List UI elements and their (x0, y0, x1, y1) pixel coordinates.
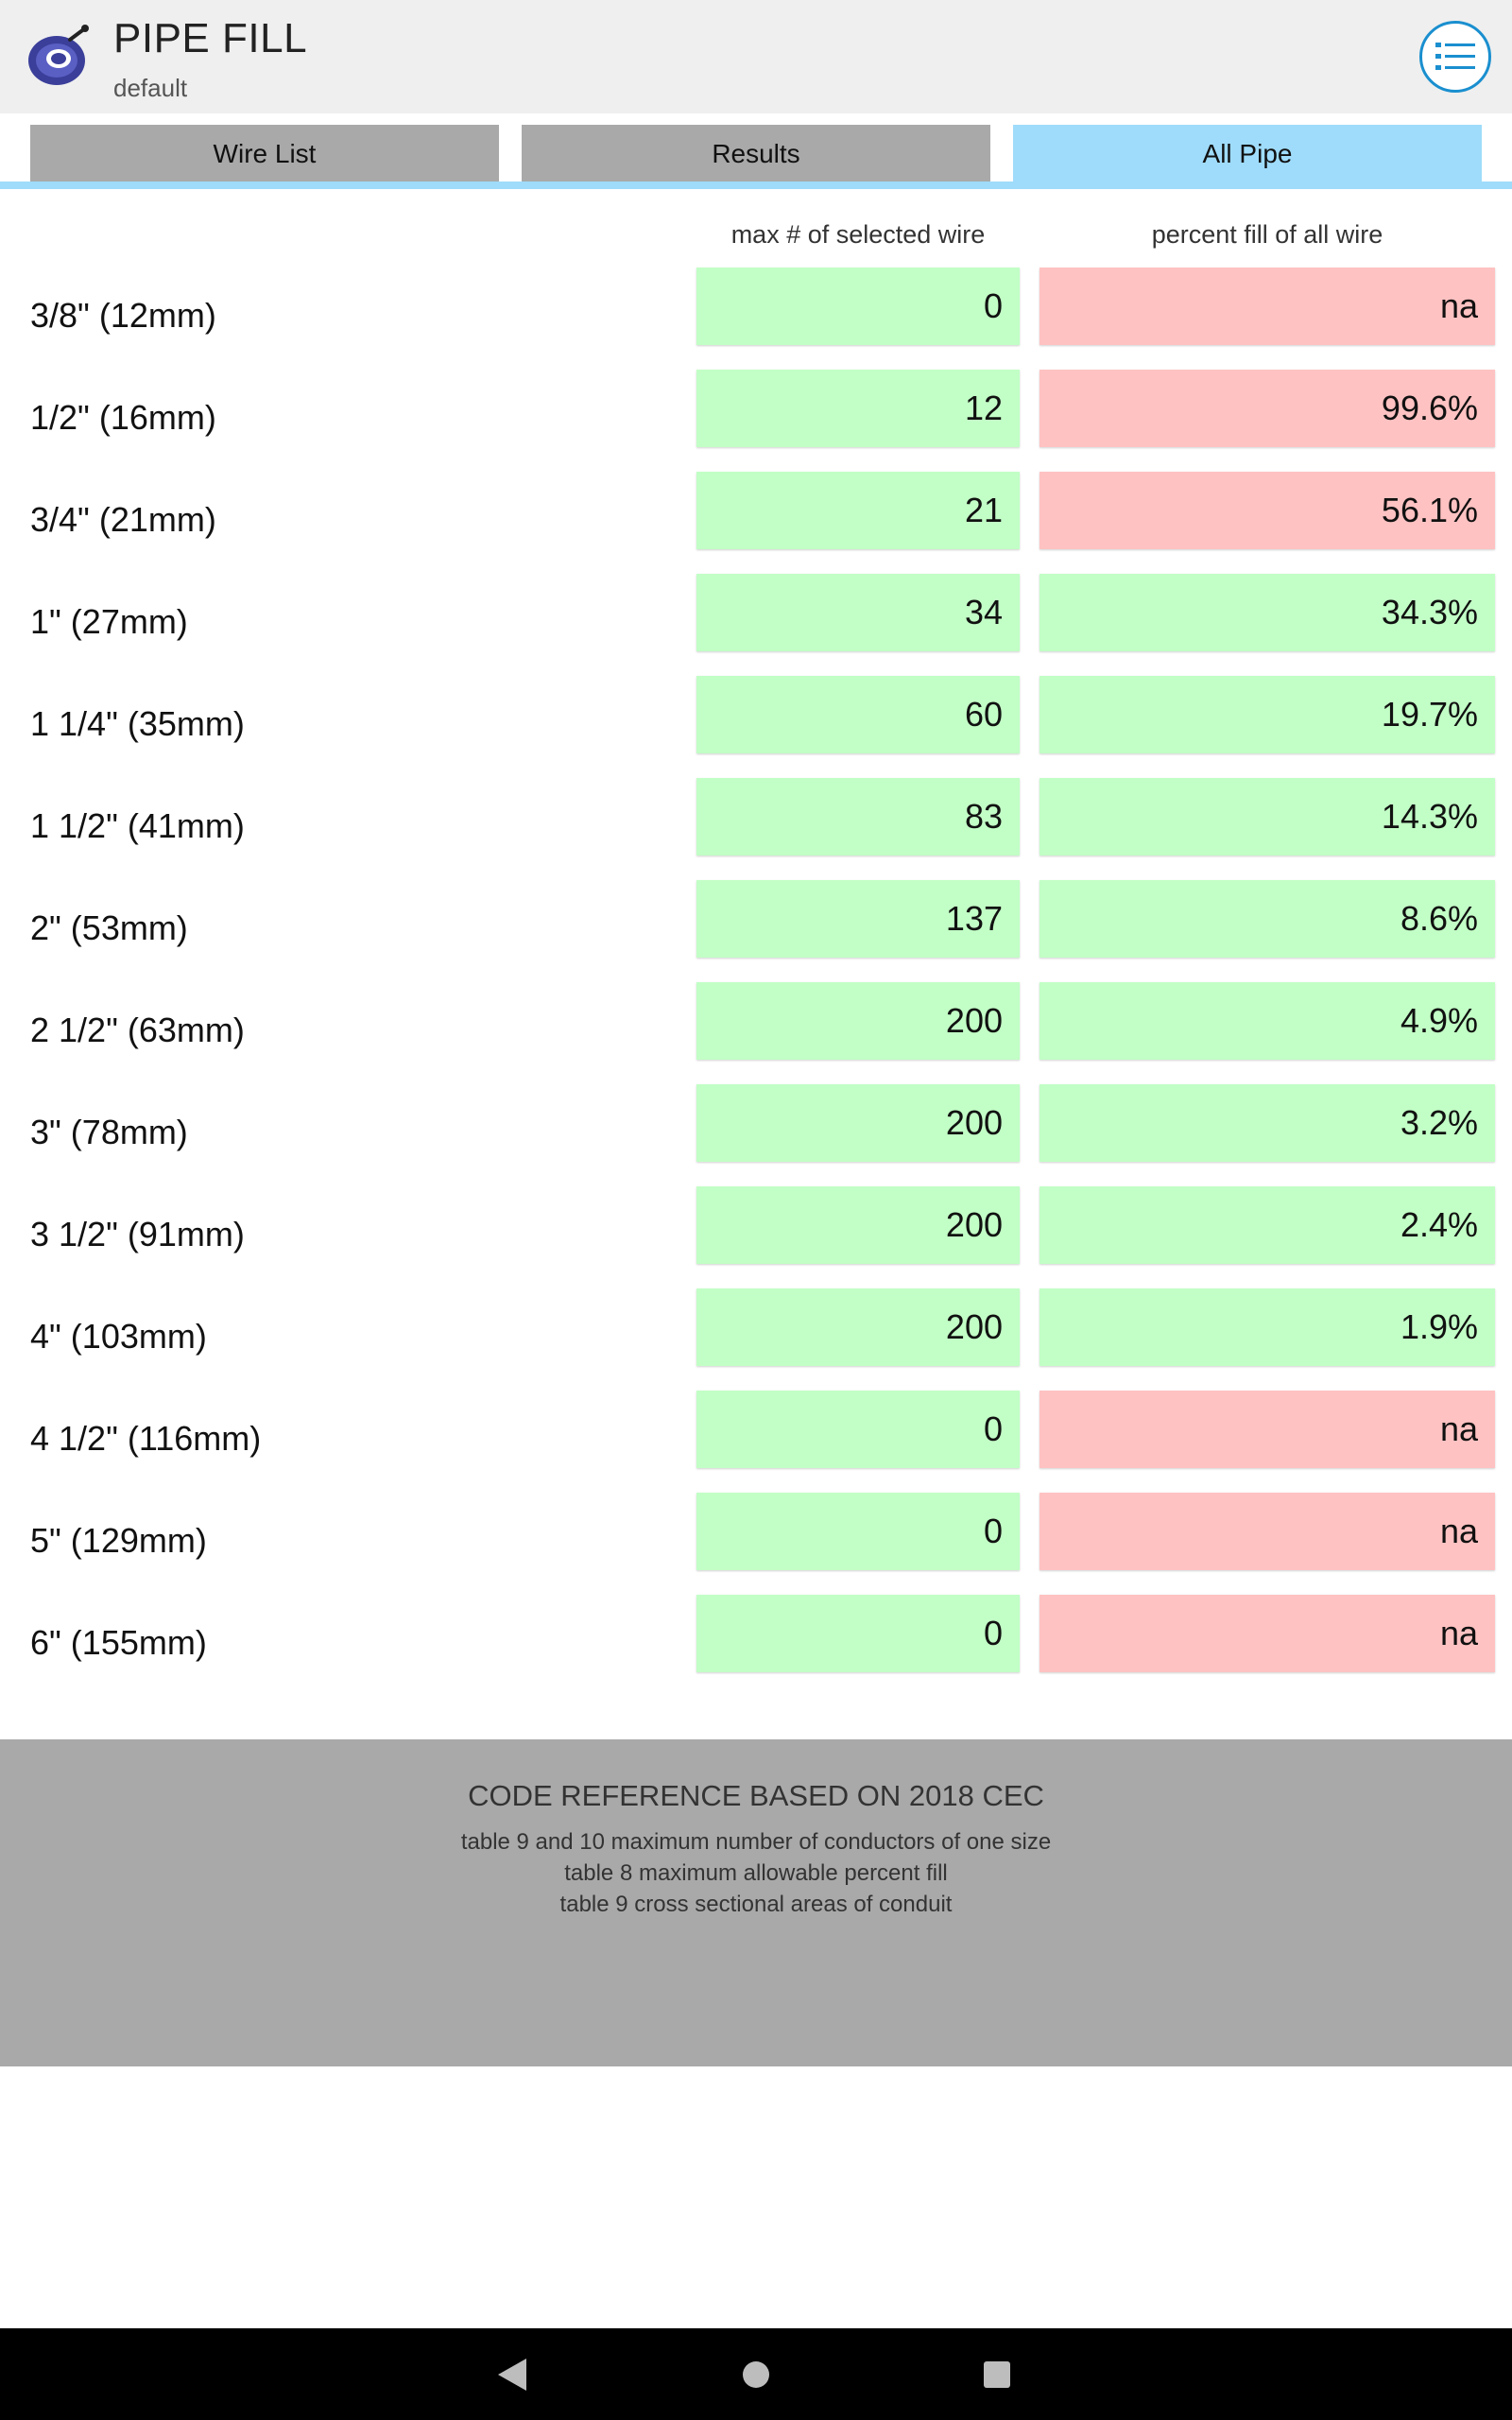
table-row: 3 1/2" (91mm) 200 2.4% (0, 1186, 1512, 1288)
code-reference-line: table 9 cross sectional areas of conduit (559, 1892, 953, 1917)
table-row: 2" (53mm) 137 8.6% (0, 880, 1512, 982)
percent-fill-value: na (1040, 1595, 1495, 1672)
column-header-max: max # of selected wire (730, 220, 986, 249)
percent-fill-value: 56.1% (1040, 472, 1495, 549)
table-row: 1 1/4" (35mm) 60 19.7% (0, 676, 1512, 778)
percent-fill-value: 4.9% (1040, 982, 1495, 1060)
pipe-size-label: 2 1/2" (63mm) (30, 1011, 245, 1049)
max-wire-value: 200 (696, 982, 1020, 1060)
app-subtitle: default (113, 74, 188, 102)
pipe-size-label: 6" (155mm) (30, 1623, 207, 1662)
percent-fill-value: 14.3% (1040, 778, 1495, 856)
max-wire-value: 200 (696, 1084, 1020, 1162)
pipe-size-label: 3/4" (21mm) (30, 500, 216, 539)
table-row: 6" (155mm) 0 na (0, 1595, 1512, 1697)
max-wire-value: 137 (696, 880, 1020, 958)
pipe-size-label: 4 1/2" (116mm) (30, 1419, 262, 1458)
column-header-fill: percent fill of all wire (1151, 220, 1383, 249)
pipe-size-label: 4" (103mm) (30, 1317, 207, 1356)
percent-fill-value: 19.7% (1040, 676, 1495, 753)
tab-wire-list[interactable]: Wire List (30, 125, 499, 183)
max-wire-value: 60 (696, 676, 1020, 753)
pipe-size-label: 2" (53mm) (30, 908, 188, 947)
percent-fill-value: na (1040, 268, 1495, 345)
percent-fill-value: 99.6% (1040, 370, 1495, 447)
code-reference-title: CODE REFERENCE BASED ON 2018 CEC (468, 1779, 1044, 1812)
pipe-size-label: 3/8" (12mm) (30, 296, 216, 335)
tab-bar: Wire List Results All Pipe (0, 113, 1512, 189)
table-row: 4" (103mm) 200 1.9% (0, 1288, 1512, 1391)
table-row: 1" (27mm) 34 34.3% (0, 574, 1512, 676)
recents-square-icon[interactable] (973, 2351, 1021, 2398)
table-row: 1/2" (16mm) 12 99.6% (0, 370, 1512, 472)
pipe-size-label: 1/2" (16mm) (30, 398, 216, 437)
max-wire-value: 21 (696, 472, 1020, 549)
table-row: 3" (78mm) 200 3.2% (0, 1084, 1512, 1186)
max-wire-value: 34 (696, 574, 1020, 651)
max-wire-value: 200 (696, 1186, 1020, 1264)
max-wire-value: 0 (696, 1595, 1020, 1672)
percent-fill-value: na (1040, 1493, 1495, 1570)
max-wire-value: 200 (696, 1288, 1020, 1366)
code-reference-line: table 8 maximum allowable percent fill (564, 1860, 948, 1886)
table-row: 2 1/2" (63mm) 200 4.9% (0, 982, 1512, 1084)
table-row: 3/8" (12mm) 0 na (0, 268, 1512, 370)
pipe-size-label: 1 1/4" (35mm) (30, 704, 245, 743)
percent-fill-value: 3.2% (1040, 1084, 1495, 1162)
system-nav-bar (0, 2328, 1512, 2420)
pipe-size-label: 1" (27mm) (30, 602, 188, 641)
pipe-size-label: 1 1/2" (41mm) (30, 806, 245, 845)
table-row: 5" (129mm) 0 na (0, 1493, 1512, 1595)
home-circle-icon[interactable] (732, 2351, 780, 2398)
max-wire-value: 83 (696, 778, 1020, 856)
table-row: 4 1/2" (116mm) 0 na (0, 1391, 1512, 1493)
pipe-size-label: 5" (129mm) (30, 1521, 207, 1560)
table-row: 3/4" (21mm) 21 56.1% (0, 472, 1512, 574)
max-wire-value: 0 (696, 1391, 1020, 1468)
wire-reel-icon (28, 25, 89, 85)
max-wire-value: 0 (696, 1493, 1020, 1570)
tab-results[interactable]: Results (522, 125, 990, 183)
percent-fill-value: 2.4% (1040, 1186, 1495, 1264)
percent-fill-value: 34.3% (1040, 574, 1495, 651)
percent-fill-value: 8.6% (1040, 880, 1495, 958)
app-header: PIPE FILL default (0, 0, 1512, 113)
list-menu-icon (1435, 43, 1475, 70)
tab-all-pipe[interactable]: All Pipe (1013, 125, 1482, 183)
percent-fill-value: na (1040, 1391, 1495, 1468)
tab-underline (0, 182, 1512, 189)
table-row: 1 1/2" (41mm) 83 14.3% (0, 778, 1512, 880)
app-title: PIPE FILL (113, 15, 308, 61)
pipe-size-label: 3 1/2" (91mm) (30, 1215, 245, 1253)
code-reference-panel: CODE REFERENCE BASED ON 2018 CEC table 9… (0, 1739, 1512, 2066)
percent-fill-value: 1.9% (1040, 1288, 1495, 1366)
max-wire-value: 12 (696, 370, 1020, 447)
pipe-size-label: 3" (78mm) (30, 1113, 188, 1151)
menu-button[interactable] (1419, 21, 1491, 93)
code-reference-line: table 9 and 10 maximum number of conduct… (460, 1829, 1052, 1855)
back-triangle-icon[interactable] (489, 2351, 536, 2398)
max-wire-value: 0 (696, 268, 1020, 345)
